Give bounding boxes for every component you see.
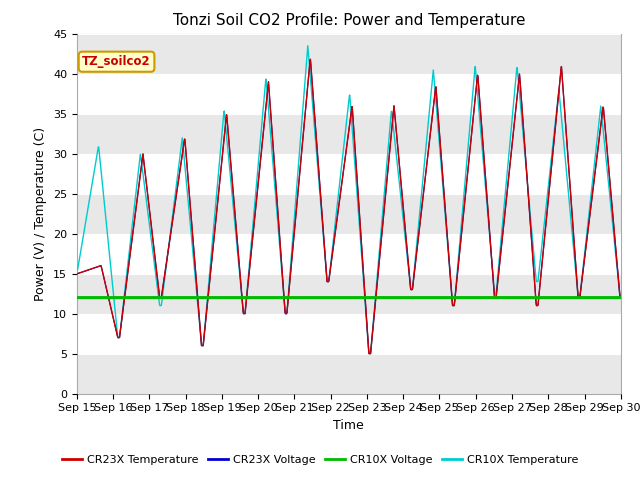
Title: Tonzi Soil CO2 Profile: Power and Temperature: Tonzi Soil CO2 Profile: Power and Temper…: [173, 13, 525, 28]
Bar: [77, 114, 621, 154]
Bar: [77, 34, 621, 73]
Legend: CR23X Temperature, CR23X Voltage, CR10X Voltage, CR10X Temperature: CR23X Temperature, CR23X Voltage, CR10X …: [57, 451, 583, 469]
Text: TZ_soilco2: TZ_soilco2: [82, 55, 151, 68]
Y-axis label: Power (V) / Temperature (C): Power (V) / Temperature (C): [35, 127, 47, 300]
Bar: [77, 274, 621, 313]
Bar: [77, 193, 621, 234]
X-axis label: Time: Time: [333, 419, 364, 432]
Bar: [77, 354, 621, 394]
